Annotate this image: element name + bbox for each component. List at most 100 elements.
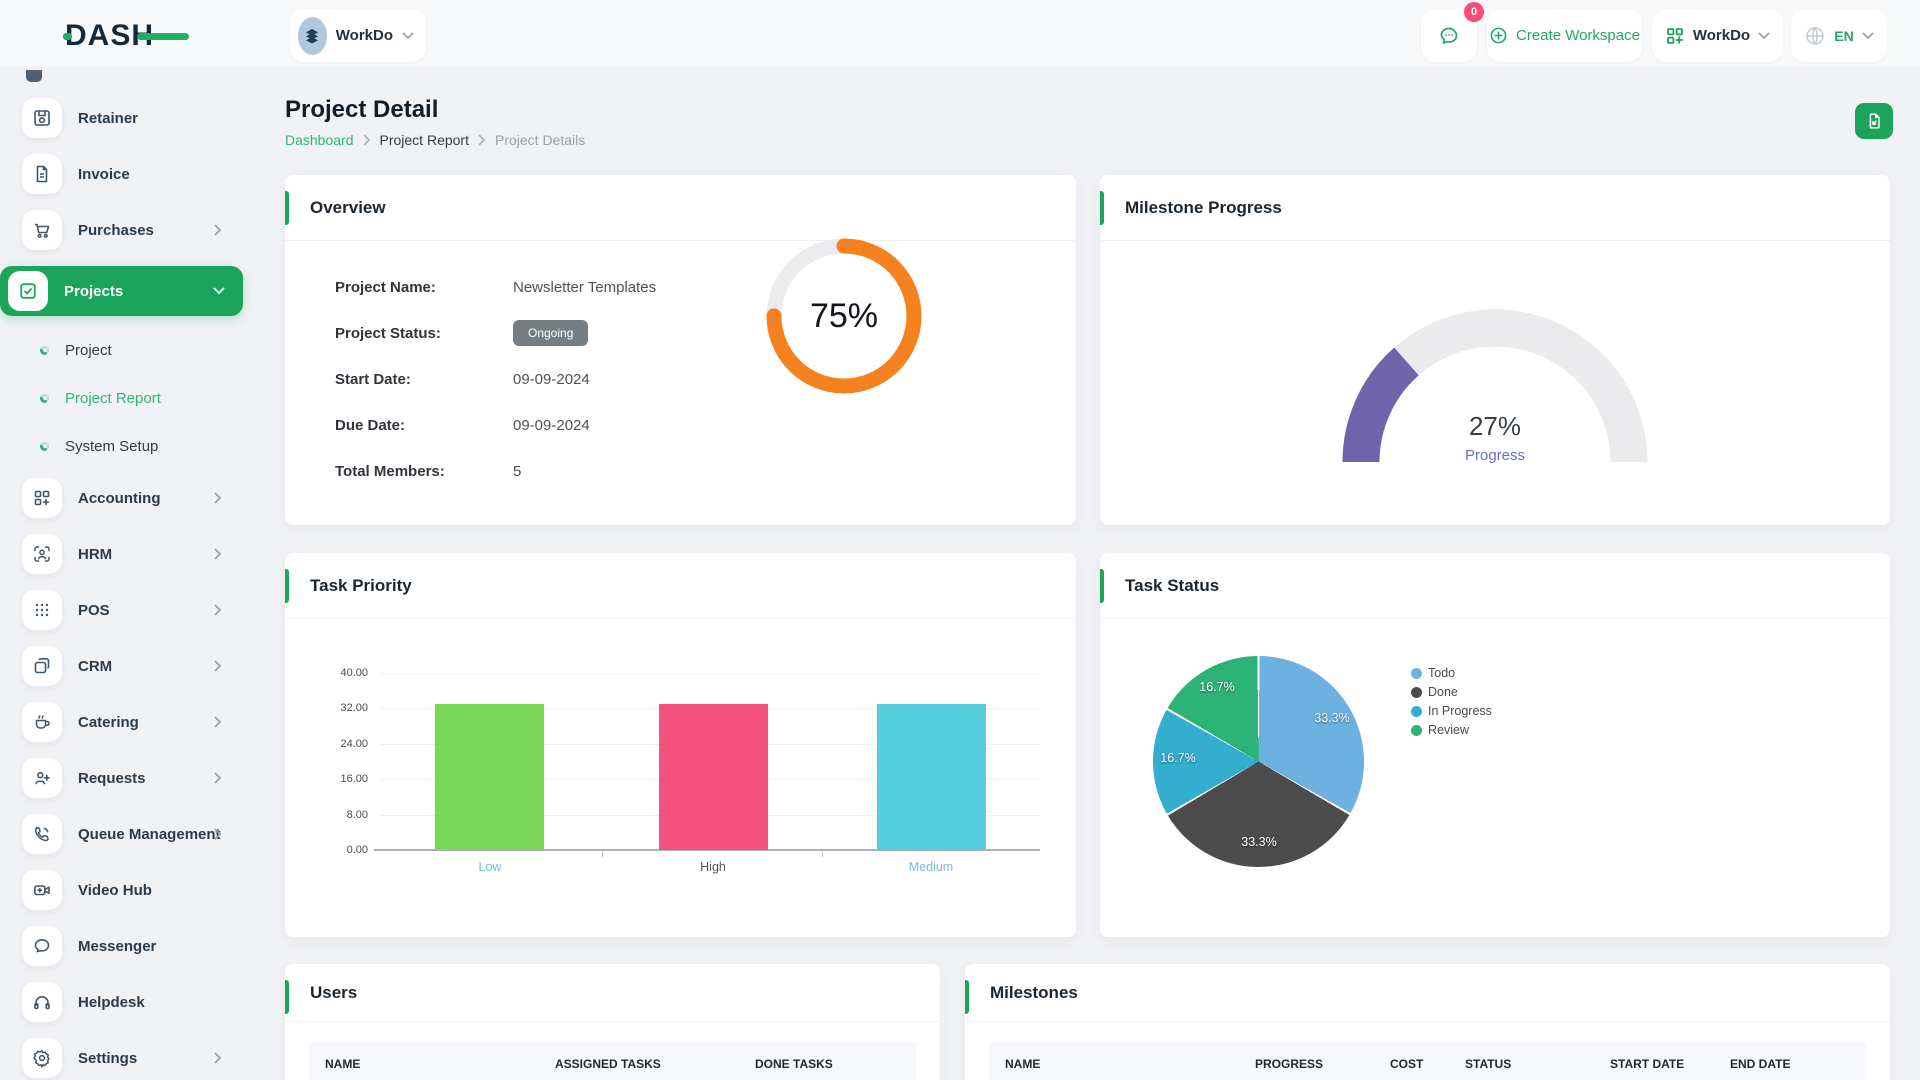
priority-bar-low[interactable]: [435, 703, 544, 850]
brand-logo[interactable]: DASH: [63, 16, 195, 56]
sidebar-item-crm[interactable]: CRM: [22, 646, 243, 686]
submenu-item-project-report[interactable]: Project Report: [0, 374, 243, 422]
chevron-down-icon: [213, 287, 225, 295]
breadcrumb-current: Project Details: [494, 132, 586, 148]
bullet-icon: [40, 393, 49, 403]
chevron-right-icon: [214, 492, 222, 504]
field-row: Start Date: 09-09-2024: [335, 367, 656, 391]
sidebar-item-invoice[interactable]: Invoice: [22, 154, 243, 194]
sidebar-item-label: Projects: [64, 282, 124, 300]
column-header: COST: [1374, 1042, 1449, 1080]
field-value: Newsletter Templates: [513, 278, 657, 296]
column-header: NAME: [989, 1042, 1239, 1080]
legend-item-review[interactable]: Review: [1411, 722, 1492, 738]
workspace-selector[interactable]: WorkDo: [290, 9, 426, 62]
column-header: START DATE: [1594, 1042, 1714, 1080]
sidebar-item-settings[interactable]: Settings: [22, 1038, 243, 1078]
column-header: DONE TASKS: [739, 1042, 916, 1080]
submenu-item-system-setup[interactable]: System Setup: [0, 422, 243, 470]
gear-icon: [22, 1038, 62, 1078]
sidebar-item-label: Accounting: [78, 489, 161, 507]
gauge-percent-label: 27%: [1468, 411, 1522, 441]
main-content: Project Detail Dashboard Project Report …: [243, 66, 1920, 1080]
topbar: DASH WorkDo 0 Create Workspace WorkDo: [0, 0, 1920, 66]
donut-value-arc: [766, 238, 922, 394]
chevron-right-icon: [214, 548, 222, 560]
field-value: 09-09-2024: [513, 416, 590, 434]
chat-icon: [1440, 27, 1458, 44]
retainer-save-icon: [22, 98, 62, 138]
card-header: Users: [285, 964, 940, 1022]
gauge-caption: Progress: [1464, 447, 1526, 464]
crm-overlap-squares-icon: [22, 646, 62, 686]
create-workspace-button[interactable]: Create Workspace: [1487, 9, 1642, 62]
legend-item-in-progress[interactable]: In Progress: [1411, 703, 1492, 719]
sidebar-item-label: POS: [78, 601, 110, 619]
pie-legend: Todo Done In Progress Review: [1411, 665, 1492, 738]
breadcrumb-project-report-link[interactable]: Project Report: [379, 132, 469, 148]
breadcrumb-dashboard-link[interactable]: Dashboard: [285, 132, 354, 148]
card-title: Milestones: [990, 982, 1078, 1002]
export-report-button[interactable]: [1855, 103, 1893, 139]
milestones-table: NAME PROGRESS COST STATUS START DATE END…: [989, 1042, 1866, 1080]
sidebar-item-pos[interactable]: POS: [22, 590, 243, 630]
sidebar-item-label: Invoice: [78, 165, 130, 183]
chevron-right-icon: [214, 604, 222, 616]
legend-dot: [1411, 705, 1422, 717]
milestone-progress-card: Milestone Progress 27% Progress: [1100, 175, 1890, 525]
chevron-right-icon: [214, 224, 222, 236]
sidebar-item-queue-management[interactable]: Queue Management: [22, 814, 243, 854]
sidebar-item-retainer[interactable]: Retainer: [22, 98, 243, 138]
sidebar-item-catering[interactable]: Catering: [22, 702, 243, 742]
submenu-item-project[interactable]: Project: [0, 326, 243, 374]
submenu-item-label: System Setup: [65, 437, 159, 455]
task-status-card: Task Status 33.3% 33.3% 16.7% 16.7% Todo…: [1100, 553, 1890, 937]
building-icon: [306, 28, 319, 43]
chevron-right-icon: [363, 134, 371, 146]
submenu-item-label: Project: [65, 341, 112, 359]
sidebar-item-accounting[interactable]: Accounting: [22, 478, 243, 518]
person-plus-icon: [22, 758, 62, 798]
sidebar: Retainer Invoice Purchases Projects Proj…: [0, 66, 243, 1080]
sidebar-item-label: Video Hub: [78, 881, 152, 899]
card-title: Milestone Progress: [1125, 197, 1282, 217]
chevron-right-icon: [214, 1052, 222, 1064]
legend-item-done[interactable]: Done: [1411, 684, 1492, 700]
x-axis-line: [374, 849, 1040, 851]
sidebar-item-projects[interactable]: Projects: [0, 266, 243, 316]
sidebar-item-hrm[interactable]: HRM: [22, 534, 243, 574]
pie-slice-label: 16.7%: [1160, 751, 1196, 765]
sidebar-item-messenger[interactable]: Messenger: [22, 926, 243, 966]
gauge-value-arc: [1342, 309, 1648, 463]
card-header: Task Status: [1100, 553, 1890, 619]
card-header: Milestones: [965, 964, 1890, 1022]
chevron-down-icon: [402, 32, 414, 40]
app-switcher-button[interactable]: WorkDo: [1652, 9, 1783, 62]
messages-button[interactable]: 0: [1421, 2, 1484, 62]
sidebar-item-requests[interactable]: Requests: [22, 758, 243, 798]
legend-dot: [1411, 686, 1422, 698]
y-tick-label: 16.00: [340, 773, 368, 786]
legend-label: Todo: [1428, 666, 1456, 680]
pie-slice-label: 33.3%: [1241, 835, 1277, 849]
card-header: Milestone Progress: [1100, 175, 1890, 241]
legend-item-todo[interactable]: Todo: [1411, 665, 1492, 681]
sidebar-item-video-hub[interactable]: Video Hub: [22, 870, 243, 910]
card-title: Users: [310, 982, 358, 1002]
task-priority-card: Task Priority 40.00 32.00 24.00 16.00 8.…: [285, 553, 1076, 937]
sidebar-item-helpdesk[interactable]: Helpdesk: [22, 982, 243, 1022]
sidebar-item-purchases[interactable]: Purchases: [22, 210, 243, 250]
sidebar-item-label: Settings: [78, 1049, 138, 1067]
y-tick-label: 8.00: [346, 808, 368, 821]
scrolled-item-fragment: [26, 70, 42, 82]
language-selector[interactable]: EN: [1791, 9, 1887, 62]
field-row: Project Name: Newsletter Templates: [335, 275, 656, 299]
priority-bar-medium[interactable]: [877, 703, 986, 850]
chevron-right-icon: [214, 716, 222, 728]
task-status-pie-chart[interactable]: [1153, 656, 1364, 867]
card-title: Task Priority: [310, 575, 412, 595]
priority-bar-high[interactable]: [659, 703, 768, 850]
milestones-card: Milestones NAME PROGRESS COST STATUS STA…: [965, 964, 1890, 1080]
card-header: Overview: [285, 175, 1076, 241]
y-tick-label: 40.00: [340, 667, 368, 679]
